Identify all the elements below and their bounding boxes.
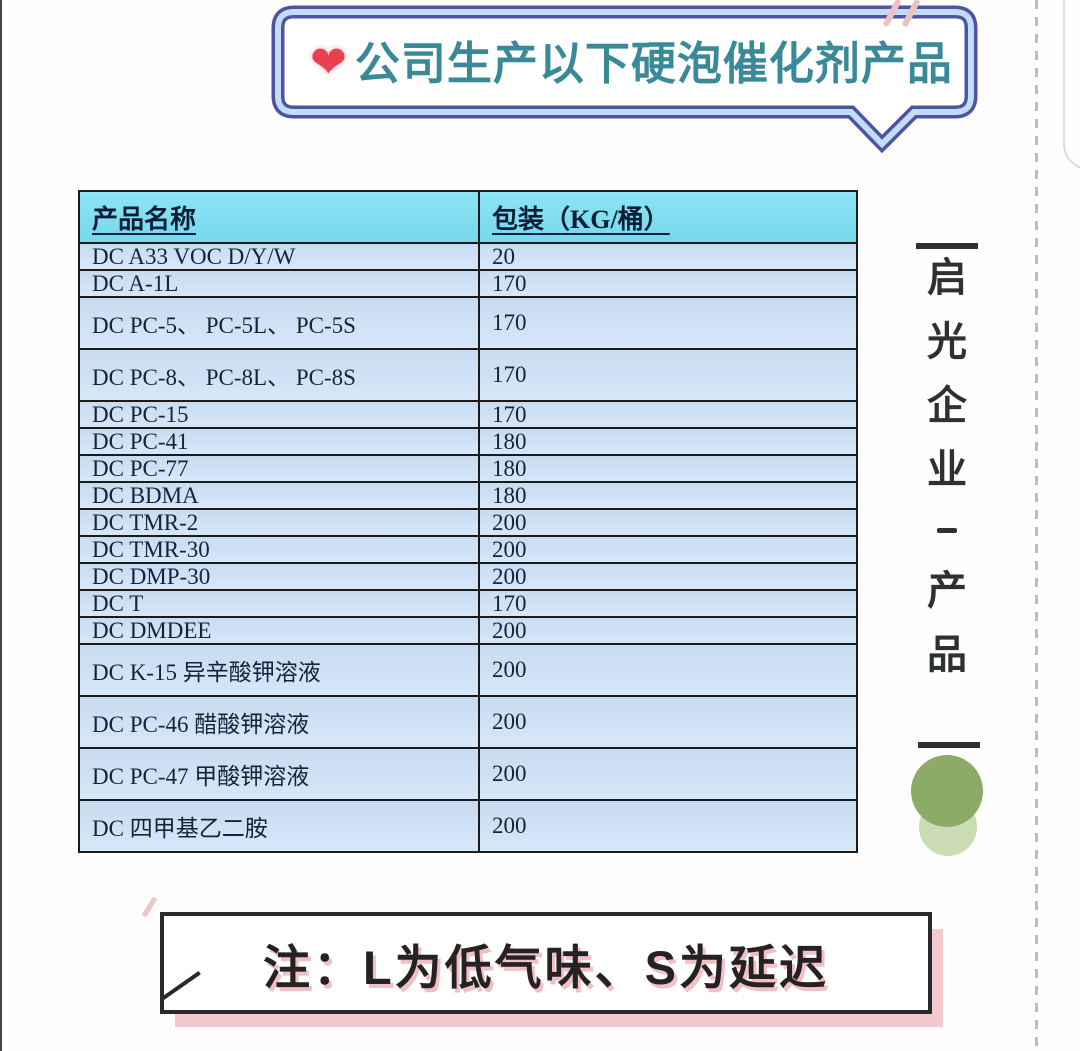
table-row: DC PC-8、 PC-8L、 PC-8S 170 <box>80 348 856 400</box>
table-row: DC DMP-30 200 <box>80 562 856 589</box>
product-name-cell: DC TMR-30 <box>92 537 210 562</box>
banner-content: ❤ 公司生产以下硬泡催化剂产品 <box>300 32 955 94</box>
package-cell: 200 <box>478 749 856 799</box>
left-edge-line <box>0 0 2 1051</box>
heart-icon: ❤ <box>310 38 347 87</box>
table-row: DC PC-5、 PC-5L、 PC-5S 170 <box>80 296 856 348</box>
table-row: DC TMR-2 200 <box>80 508 856 535</box>
package-cell: 20 <box>478 244 856 269</box>
product-name-cell: DC A33 VOC D/Y/W <box>92 244 296 269</box>
table-header-package: 包装（KG/桶） <box>478 192 856 242</box>
product-name-cell: DC T <box>92 591 144 616</box>
sidebar-bottom-bar <box>918 742 980 748</box>
package-cell: 200 <box>478 510 856 535</box>
note-box: 注：L为低气味、S为延迟 <box>160 912 932 1014</box>
table-row: DC A33 VOC D/Y/W 20 <box>80 242 856 269</box>
sidebar-char: 产 <box>927 569 967 613</box>
package-cell: 200 <box>478 801 856 851</box>
package-cell: 170 <box>478 350 856 400</box>
pink-slash-icon <box>141 896 158 918</box>
sidebar-char: 光 <box>927 320 967 364</box>
sidebar-char: 品 <box>927 633 967 677</box>
product-name-cell: DC BDMA <box>92 483 199 508</box>
table-row: DC PC-46 醋酸钾溶液 200 <box>80 695 856 747</box>
package-cell: 200 <box>478 645 856 695</box>
banner-speech-bubble <box>271 5 978 154</box>
product-name-cell: DC PC-46 醋酸钾溶液 <box>92 712 310 737</box>
table-row: DC PC-41 180 <box>80 427 856 454</box>
table-row: DC DMDEE 200 <box>80 616 856 643</box>
vertical-dashed-divider <box>1035 0 1038 1051</box>
product-name-cell: DC DMDEE <box>92 618 212 643</box>
product-name-cell: DC TMR-2 <box>92 510 199 535</box>
banner-title: 公司生产以下硬泡催化剂产品 <box>354 37 953 89</box>
sidebar-dash: - <box>937 528 957 533</box>
product-name-cell: DC PC-8、 PC-8L、 PC-8S <box>92 365 356 390</box>
table-row: DC PC-77 180 <box>80 454 856 481</box>
product-name-cell: DC PC-5、 PC-5L、 PC-5S <box>92 313 356 338</box>
table-header-product-name: 产品名称 <box>92 204 197 234</box>
sidebar-char: 启 <box>927 256 967 300</box>
package-cell: 200 <box>478 537 856 562</box>
product-name-cell: DC 四甲基乙二胺 <box>92 816 268 841</box>
table-row: DC 四甲基乙二胺 200 <box>80 799 856 851</box>
card-corner-outline <box>1063 0 1080 170</box>
sidebar-top-bar <box>916 243 978 249</box>
table-row: DC PC-15 170 <box>80 400 856 427</box>
package-cell: 170 <box>478 298 856 348</box>
package-cell: 170 <box>478 271 856 296</box>
table-row: DC TMR-30 200 <box>80 535 856 562</box>
product-name-cell: DC PC-47 甲酸钾溶液 <box>92 764 310 789</box>
sidebar-char: 业 <box>927 448 967 492</box>
table-row: DC K-15 异辛酸钾溶液 200 <box>80 643 856 695</box>
product-name-cell: DC K-15 异辛酸钾溶液 <box>92 660 321 685</box>
product-name-cell: DC PC-41 <box>92 429 189 454</box>
table-row: DC T 170 <box>80 589 856 616</box>
product-name-cell: DC DMP-30 <box>92 564 211 589</box>
green-circle-dark <box>911 755 983 827</box>
package-cell: 200 <box>478 618 856 643</box>
package-cell: 180 <box>478 429 856 454</box>
product-name-cell: DC PC-77 <box>92 456 189 481</box>
table-row: DC PC-47 甲酸钾溶液 200 <box>80 747 856 799</box>
package-cell: 180 <box>478 456 856 481</box>
package-cell: 170 <box>478 591 856 616</box>
sidebar-char: 企 <box>927 384 967 428</box>
table-row: DC A-1L 170 <box>80 269 856 296</box>
table-header-row: 产品名称 包装（KG/桶） <box>80 192 856 242</box>
table-row: DC BDMA 180 <box>80 481 856 508</box>
product-name-cell: DC PC-15 <box>92 402 189 427</box>
product-name-cell: DC A-1L <box>92 271 179 296</box>
product-table: 产品名称 包装（KG/桶） DC A33 VOC D/Y/W 20 DC A-1… <box>78 190 858 853</box>
package-cell: 200 <box>478 697 856 747</box>
package-cell: 180 <box>478 483 856 508</box>
package-cell: 200 <box>478 564 856 589</box>
table-body: DC A33 VOC D/Y/W 20 DC A-1L 170 DC PC-5、… <box>80 242 856 851</box>
package-cell: 170 <box>478 402 856 427</box>
note-text: 注：L为低气味、S为延迟 <box>262 940 830 994</box>
